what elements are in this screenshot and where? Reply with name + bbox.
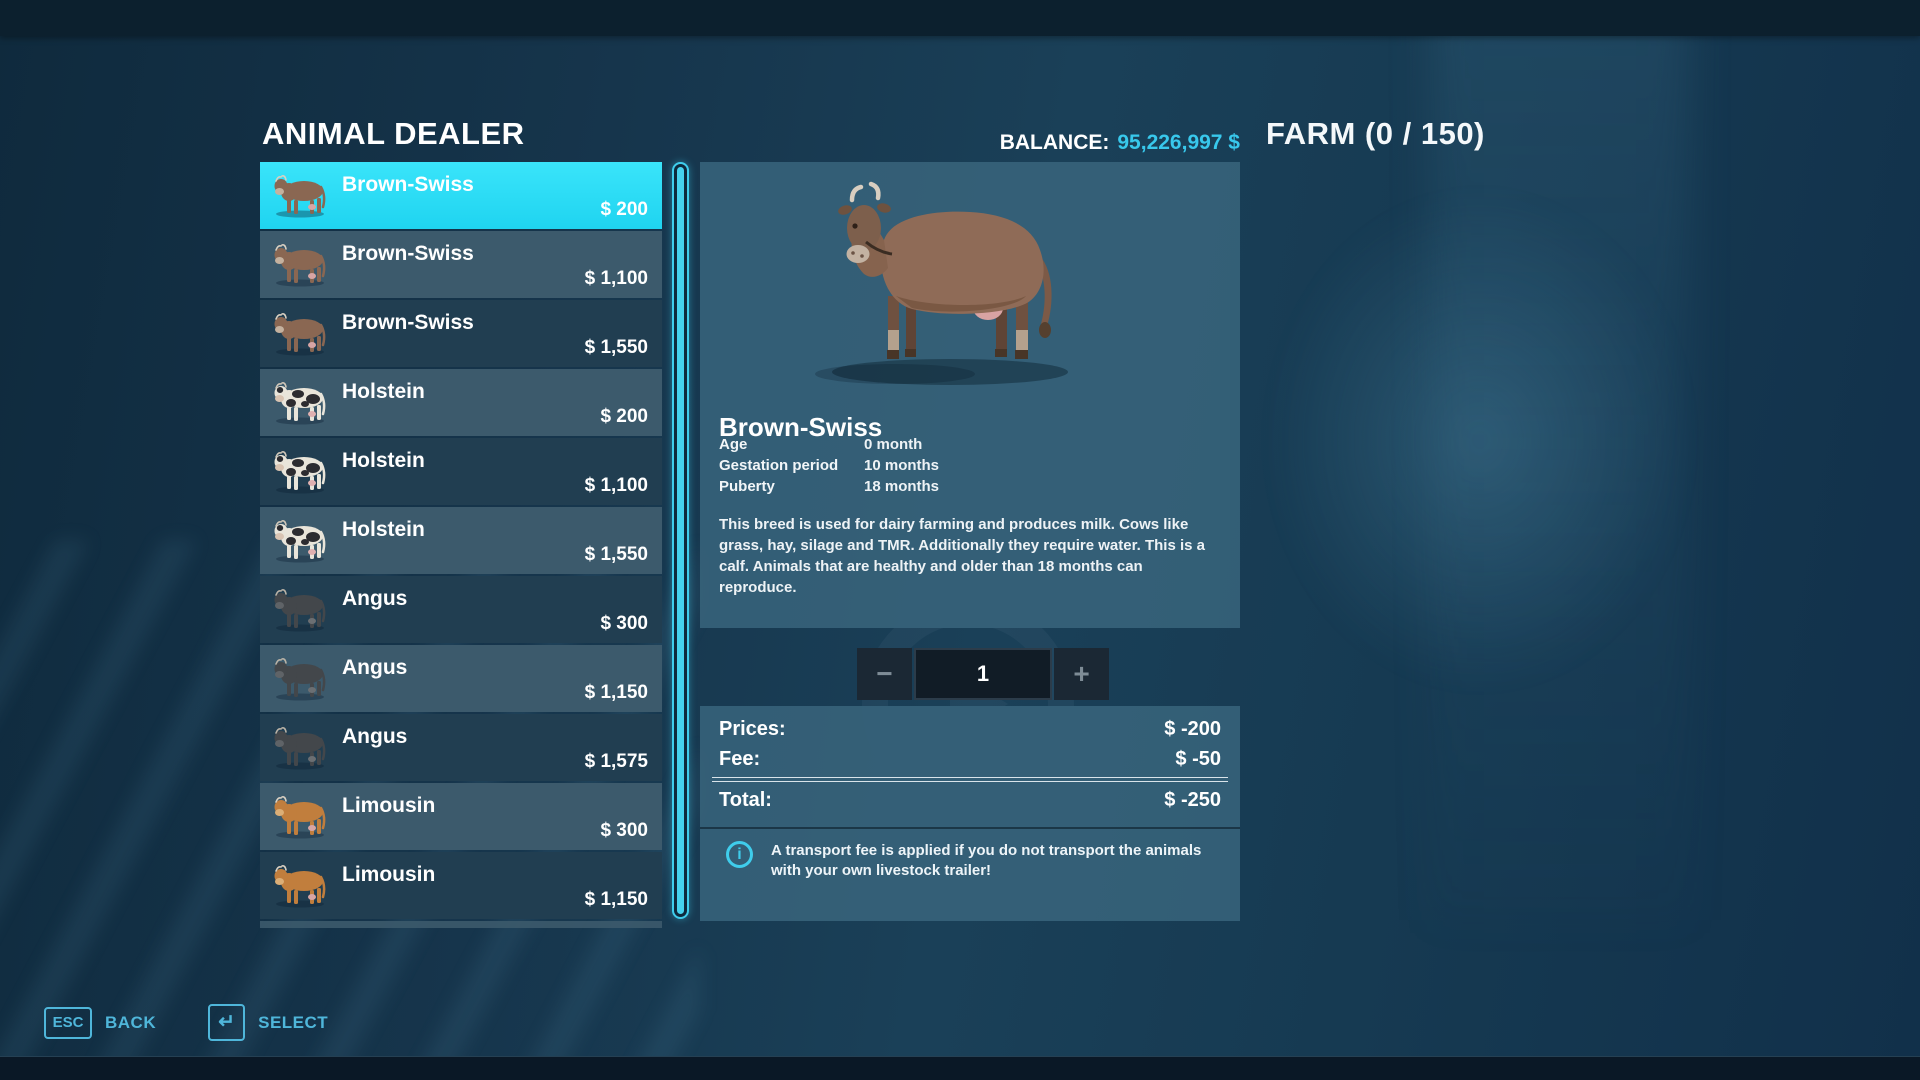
quantity-stepper: − 1 + bbox=[857, 648, 1109, 700]
prices-value: $ -200 bbox=[1164, 718, 1221, 740]
animal-price: $ 1,575 bbox=[584, 751, 648, 772]
cow-icon bbox=[268, 309, 332, 357]
animal-name: Brown-Swiss bbox=[342, 311, 474, 334]
animal-list: Brown-Swiss $ 200 Brown-Swiss $ 1,100 Br… bbox=[260, 162, 662, 928]
total-label: Total: bbox=[719, 789, 772, 811]
animal-list-item[interactable]: Holstein $ 1,100 bbox=[260, 438, 662, 505]
farm-capacity-label: FARM (0 / 150) bbox=[1266, 116, 1485, 151]
animal-list-item[interactable]: Limousin $ 300 bbox=[260, 783, 662, 850]
scrollbar-thumb[interactable] bbox=[677, 167, 684, 914]
attribute-value: 10 months bbox=[864, 457, 940, 474]
select-label: SELECT bbox=[258, 1012, 329, 1032]
cow-icon bbox=[268, 861, 332, 909]
attribute-row: Puberty 18 months bbox=[719, 476, 939, 497]
animal-name: Angus bbox=[342, 725, 408, 748]
animal-detail-panel: Brown-Swiss Age 0 month Gestation period… bbox=[700, 162, 1240, 628]
cow-icon bbox=[268, 723, 332, 771]
enter-key-icon: ↵ bbox=[208, 1004, 246, 1041]
animal-list-item[interactable]: Holstein $ 1,550 bbox=[260, 507, 662, 574]
fee-label: Fee: bbox=[719, 748, 761, 770]
animal-name: Limousin bbox=[342, 863, 436, 886]
animal-price: $ 1,150 bbox=[584, 889, 648, 910]
animal-name: Holstein bbox=[342, 518, 425, 541]
animal-price: $ 1,550 bbox=[584, 337, 648, 358]
top-letterbox-bar bbox=[0, 0, 1920, 36]
attribute-label: Puberty bbox=[719, 478, 775, 495]
animal-price: $ 1,100 bbox=[584, 268, 648, 289]
animal-list-item[interactable]: Brown-Swiss $ 1,100 bbox=[260, 231, 662, 298]
attribute-row: Age 0 month bbox=[719, 434, 939, 455]
animal-name: Holstein bbox=[342, 380, 425, 403]
balance-label: BALANCE: bbox=[999, 131, 1110, 154]
animal-list-item[interactable]: Angus $ 1,150 bbox=[260, 645, 662, 712]
attribute-label: Age bbox=[719, 436, 748, 453]
breed-description: This breed is used for dairy farming and… bbox=[719, 516, 1205, 596]
animal-price: $ 300 bbox=[600, 613, 648, 634]
attribute-value: 0 month bbox=[864, 436, 923, 453]
increase-quantity-button[interactable]: + bbox=[1054, 648, 1109, 700]
animal-list-item[interactable]: Angus $ 1,575 bbox=[260, 714, 662, 781]
note-divider bbox=[700, 827, 1240, 829]
cow-icon bbox=[268, 447, 332, 495]
animal-list-item[interactable]: Brown-Swiss $ 1,550 bbox=[260, 300, 662, 367]
animal-price: $ 1,550 bbox=[584, 544, 648, 565]
cow-icon bbox=[268, 654, 332, 702]
note-text: A transport fee is applied if you do not… bbox=[771, 842, 1202, 879]
animal-price: $ 1,150 bbox=[584, 682, 648, 703]
attribute-table: Age 0 month Gestation period 10 months P… bbox=[719, 434, 939, 497]
background-glow bbox=[1200, 110, 1760, 770]
attribute-value: 18 months bbox=[864, 478, 940, 495]
detail-animal-name: Brown-Swiss bbox=[719, 411, 883, 442]
cow-icon bbox=[268, 240, 332, 288]
animal-name: Brown-Swiss bbox=[342, 242, 474, 265]
animal-price: $ 200 bbox=[600, 199, 648, 220]
prices-label: Prices: bbox=[719, 718, 786, 740]
animal-list-item[interactable]: Angus $ 300 bbox=[260, 576, 662, 643]
total-divider bbox=[712, 777, 1228, 782]
balance-display: BALANCE: 95,226,997 $ bbox=[1000, 131, 1240, 155]
next-row-sliver bbox=[260, 921, 662, 928]
animal-list-item[interactable]: Limousin $ 1,150 bbox=[260, 852, 662, 919]
cow-icon bbox=[268, 792, 332, 840]
info-icon: i bbox=[726, 841, 753, 868]
total-row: Total: $ -250 bbox=[700, 785, 1240, 815]
total-value: $ -250 bbox=[1164, 789, 1221, 811]
cow-icon bbox=[268, 171, 332, 219]
purchase-summary-panel: Prices: $ -200 Fee: $ -50 Total: $ -250 … bbox=[700, 706, 1240, 921]
footer-hints: ESC BACK ↵ SELECT bbox=[44, 1004, 328, 1041]
select-hint[interactable]: ↵ SELECT bbox=[208, 1004, 328, 1041]
fee-row: Fee: $ -50 bbox=[700, 744, 1240, 774]
cow-icon bbox=[268, 378, 332, 426]
animal-list-item[interactable]: Brown-Swiss $ 200 bbox=[260, 162, 662, 229]
transport-fee-note: i A transport fee is applied if you do n… bbox=[700, 829, 1240, 881]
attribute-row: Gestation period 10 months bbox=[719, 455, 939, 476]
animal-price: $ 1,100 bbox=[584, 475, 648, 496]
attribute-label: Gestation period bbox=[719, 457, 839, 474]
animal-price: $ 300 bbox=[600, 820, 648, 841]
animal-name: Brown-Swiss bbox=[342, 173, 474, 196]
quantity-value: 1 bbox=[914, 648, 1052, 700]
animal-list-item[interactable]: Holstein $ 200 bbox=[260, 369, 662, 436]
esc-key-icon: ESC bbox=[44, 1006, 92, 1039]
animal-price: $ 200 bbox=[600, 406, 648, 427]
bottom-letterbox-bar bbox=[0, 1056, 1920, 1080]
fee-value: $ -50 bbox=[1175, 748, 1221, 770]
cow-icon bbox=[268, 585, 332, 633]
animal-name: Angus bbox=[342, 587, 408, 610]
page-title: ANIMAL DEALER bbox=[262, 116, 525, 151]
balance-value: 95,226,997 $ bbox=[1117, 131, 1240, 154]
animal-name: Angus bbox=[342, 656, 408, 679]
list-scrollbar[interactable] bbox=[672, 162, 689, 919]
animal-name: Limousin bbox=[342, 794, 436, 817]
back-hint[interactable]: ESC BACK bbox=[44, 1006, 157, 1039]
prices-row: Prices: $ -200 bbox=[700, 714, 1240, 744]
back-label: BACK bbox=[105, 1012, 157, 1032]
decrease-quantity-button[interactable]: − bbox=[857, 648, 912, 700]
cow-icon bbox=[268, 516, 332, 564]
animal-preview-image bbox=[800, 168, 1140, 408]
background-band bbox=[1430, 0, 1690, 920]
animal-name: Holstein bbox=[342, 449, 425, 472]
